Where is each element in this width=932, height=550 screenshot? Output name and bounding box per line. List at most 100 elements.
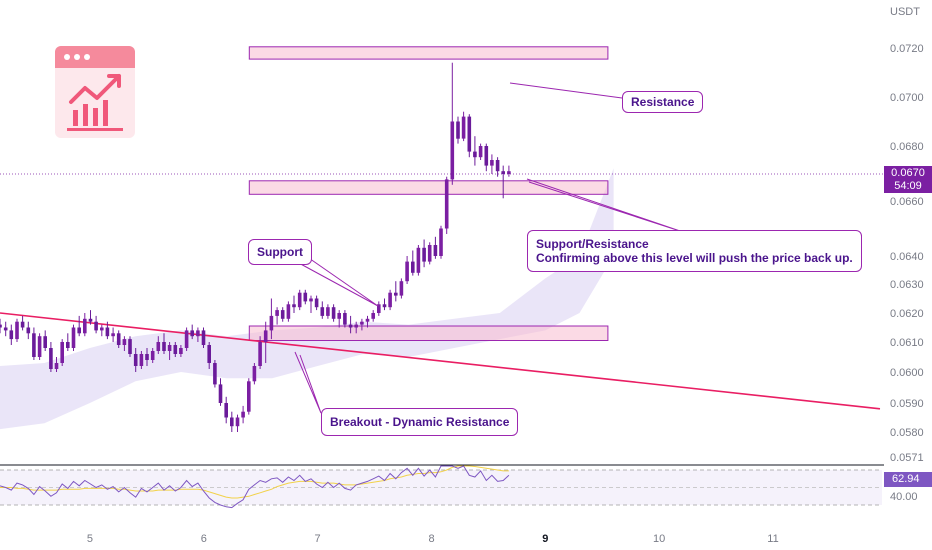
candle-body (156, 342, 161, 351)
candle-body (484, 146, 489, 166)
price-tick-label: 0.0660 (890, 196, 924, 208)
candle-body (382, 304, 387, 308)
candle-body (60, 342, 64, 363)
candle-body (49, 348, 53, 369)
price-tick-label: 0.0590 (890, 398, 924, 410)
support-resistance-title: Support/Resistance (536, 237, 649, 251)
cloud-layer (0, 168, 614, 430)
time-tick-label: 9 (542, 533, 548, 545)
resistance-callout-line (509, 82, 623, 99)
candle-body (263, 330, 268, 342)
support-zone (248, 325, 609, 341)
candle-body (179, 348, 183, 354)
countdown-value: 54:09 (894, 180, 922, 192)
candle-body (218, 384, 223, 403)
axis-unit-label: USDT (890, 6, 920, 18)
trendline-layer (0, 312, 881, 410)
candle-body (394, 292, 398, 296)
candle-body (32, 333, 36, 357)
candle-body (54, 363, 59, 369)
candle-body (111, 333, 115, 337)
candle-body (331, 307, 336, 319)
candle-body (473, 151, 477, 158)
candle-body (365, 318, 370, 322)
candle-body (433, 245, 438, 256)
candle-body (37, 336, 42, 357)
candle-body (292, 304, 296, 308)
candle-body (478, 146, 483, 158)
candle-body (139, 354, 144, 366)
candle-body (150, 351, 155, 360)
price-tick-label: 0.0640 (890, 251, 924, 263)
candle-body (128, 339, 132, 354)
rsi-value-badge: 62.94 (884, 472, 932, 487)
candle-body (83, 318, 87, 334)
candle-body (422, 247, 426, 262)
candle-body (77, 327, 81, 334)
candle-body (360, 321, 364, 325)
resistance-zone (248, 46, 609, 60)
price-tick-label: 0.0580 (890, 427, 924, 439)
candle-body (235, 417, 240, 427)
candle-body (405, 261, 409, 282)
candle-body (224, 403, 228, 418)
breakout-label[interactable]: Breakout - Dynamic Resistance (321, 408, 519, 436)
candle-body (303, 292, 308, 302)
candle-body (411, 261, 415, 273)
support-callout-line (296, 253, 379, 307)
current-price-value: 0.0670 (891, 167, 925, 179)
trending-chart-logo-icon (55, 46, 135, 138)
candle-body (275, 310, 279, 316)
rsi-pane: 40.00 (0, 464, 918, 509)
current-price-badge: 0.0670 54:09 (884, 166, 932, 193)
candle-body (105, 327, 110, 337)
candle-body (269, 315, 274, 331)
price-axis[interactable]: USDT 0.0720 0.0700 0.0680 0.0660 0.0640 0.0630… (890, 6, 924, 464)
time-axis[interactable]: 5 6 7 8 9 10 11 (87, 533, 779, 545)
candle-body (490, 160, 494, 166)
candle-body (309, 298, 313, 302)
candle-body (26, 327, 31, 334)
time-tick-label: 6 (201, 533, 207, 545)
candle-body (495, 160, 500, 172)
candle-body (371, 313, 375, 319)
price-tick-label: 0.0620 (890, 308, 924, 320)
candle-body (450, 121, 455, 180)
candle-body (461, 116, 466, 139)
candle-body (314, 298, 319, 308)
price-tick-label: 0.0680 (890, 141, 924, 153)
price-tick-label: 0.0630 (890, 279, 924, 291)
candle-body (20, 321, 25, 328)
candle-body (122, 339, 127, 345)
candle-body (252, 366, 257, 382)
candle-body (337, 313, 341, 319)
rsi-ma-line (0, 465, 509, 499)
candle-body (444, 179, 449, 229)
candle-body (297, 292, 302, 308)
candle-body (190, 330, 194, 337)
candle-body (71, 327, 76, 348)
candle-body (247, 381, 251, 412)
rsi-level-label: 40.00 (890, 491, 918, 503)
candle-body (43, 336, 47, 348)
candle-body (399, 281, 404, 296)
candle-body (286, 304, 291, 319)
support-resistance-note: Confirming above this level will push th… (536, 251, 853, 265)
ichimoku-cloud (0, 168, 614, 430)
candle-body (100, 327, 104, 331)
candle-body (167, 345, 172, 351)
time-tick-label: 10 (653, 533, 665, 545)
candle-body (0, 324, 2, 328)
zones-layer (248, 46, 609, 341)
trendline (0, 312, 881, 410)
time-tick-label: 5 (87, 533, 93, 545)
candle-body (15, 321, 19, 340)
candle-body (201, 330, 206, 345)
resistance-label[interactable]: Resistance (622, 91, 704, 113)
resistance-label-text: Resistance (631, 95, 695, 109)
candle-body (184, 330, 189, 348)
support-label-text: Support (257, 245, 303, 259)
support-label[interactable]: Support (248, 239, 312, 265)
support-resistance-label[interactable]: Support/Resistance Confirming above this… (527, 230, 862, 272)
